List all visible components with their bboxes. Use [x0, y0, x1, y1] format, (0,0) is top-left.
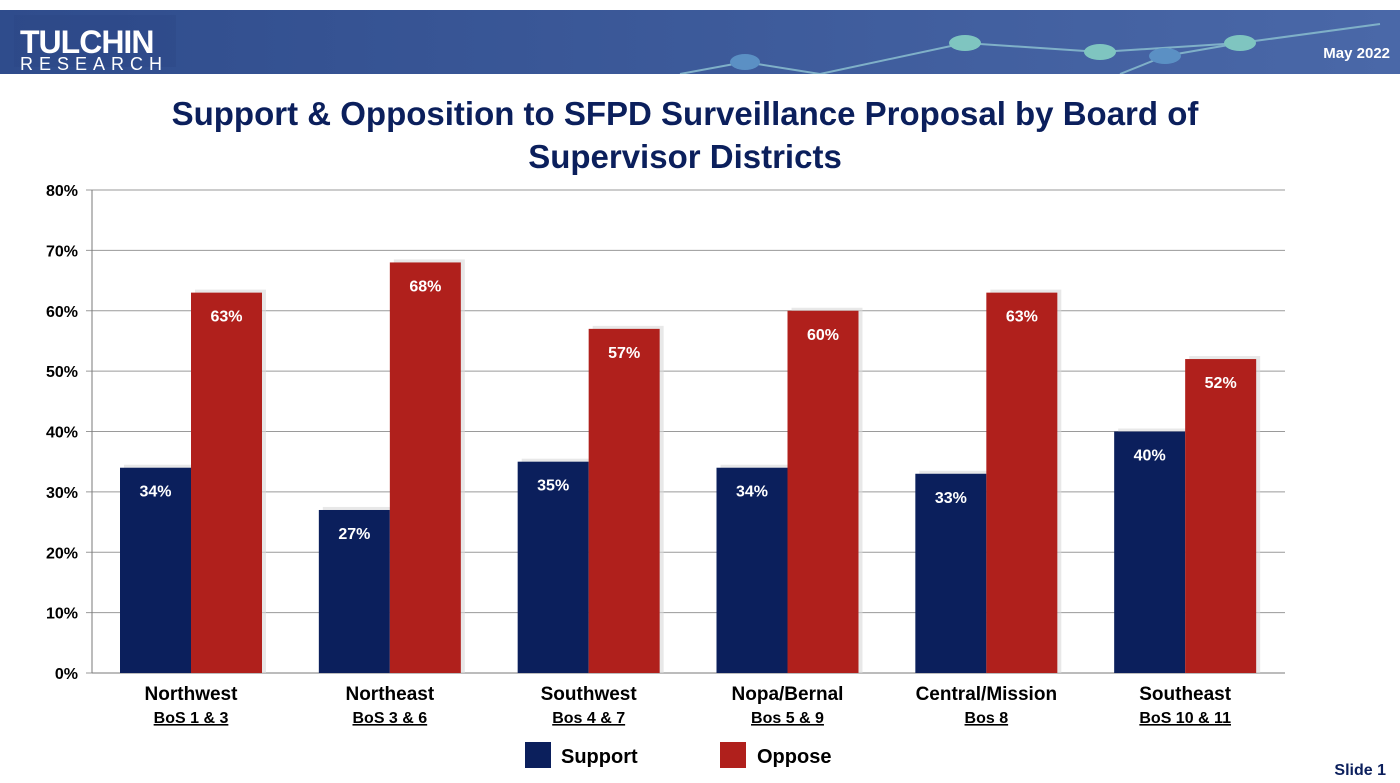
bar-support: [1114, 431, 1186, 673]
data-label-support: 40%: [1134, 448, 1166, 465]
legend-label-support: Support: [561, 746, 638, 768]
data-label-oppose: 52%: [1205, 375, 1237, 392]
slide-number: Slide 1: [1334, 762, 1386, 779]
x-category-sublabel: Bos 8: [965, 710, 1009, 727]
bar-oppose: [787, 310, 859, 673]
x-category-label: Southeast: [1139, 684, 1232, 705]
legend-swatch-oppose: [720, 742, 746, 768]
header-banner: TULCHIN RESEARCH May 2022: [0, 10, 1400, 74]
data-label-oppose: 68%: [409, 278, 441, 295]
data-label-support: 27%: [338, 526, 370, 543]
bar-support: [517, 461, 589, 673]
bar-oppose: [389, 262, 461, 673]
bar-oppose: [191, 292, 262, 673]
data-label-support: 35%: [537, 478, 569, 495]
data-label-support: 34%: [736, 484, 768, 501]
legend-label-oppose: Oppose: [757, 746, 831, 768]
y-tick-label: 30%: [46, 485, 78, 502]
y-tick-label: 0%: [55, 666, 78, 683]
y-tick-label: 40%: [46, 425, 78, 442]
report-date: May 2022: [1323, 45, 1390, 62]
bar-oppose: [1185, 359, 1257, 673]
y-tick-label: 70%: [46, 243, 78, 260]
y-tick-label: 10%: [46, 606, 78, 623]
x-category-sublabel: BoS 1 & 3: [154, 710, 229, 727]
x-category-sublabel: Bos 4 & 7: [552, 710, 625, 727]
x-category-sublabel: BoS 10 & 11: [1139, 710, 1231, 727]
bar-support: [915, 473, 987, 673]
bar-oppose: [986, 292, 1058, 673]
bar-support: [120, 467, 191, 673]
legend-swatch-support: [525, 742, 551, 768]
data-label-support: 33%: [935, 490, 967, 507]
y-tick-label: 50%: [46, 364, 78, 381]
y-tick-label: 80%: [46, 183, 78, 200]
data-label-oppose: 60%: [807, 327, 839, 344]
data-label-support: 34%: [139, 484, 171, 501]
x-category-label: Northwest: [145, 684, 239, 705]
x-category-label: Northeast: [345, 684, 434, 705]
header-background: [0, 10, 1400, 74]
x-category-label: Central/Mission: [916, 684, 1057, 705]
chart-title: Support & Opposition to SFPD Surveillanc…: [171, 95, 1199, 175]
bar-support: [318, 509, 390, 673]
y-tick-label: 20%: [46, 545, 78, 562]
x-category-label: Southwest: [541, 684, 638, 705]
x-category-sublabel: BoS 3 & 6: [352, 710, 427, 727]
bar-support: [716, 467, 788, 673]
logo-wordmark: TULCHIN: [20, 24, 154, 60]
data-label-oppose: 63%: [210, 309, 242, 326]
logo-subtitle: RESEARCH: [20, 54, 169, 74]
x-category-sublabel: Bos 5 & 9: [751, 710, 824, 727]
y-tick-label: 60%: [46, 304, 78, 321]
bar-oppose: [588, 328, 660, 673]
data-label-oppose: 63%: [1006, 309, 1038, 326]
data-label-oppose: 57%: [608, 345, 640, 362]
x-category-label: Nopa/Bernal: [732, 684, 844, 705]
